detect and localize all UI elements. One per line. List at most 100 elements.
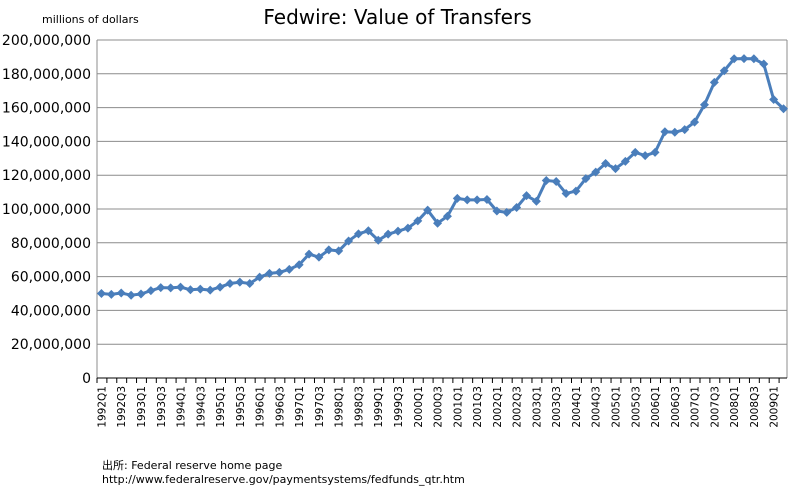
y-tick-label: 140,000,000 [2,134,91,150]
y-tick-label: 0 [82,371,91,387]
data-point [531,196,541,206]
data-point [591,167,601,177]
data-point [176,282,186,292]
data-point [581,174,591,184]
data-point [699,100,709,110]
x-tick-label: 1997Q3 [314,386,326,428]
data-point [324,245,334,255]
data-point [452,193,462,203]
data-point [660,127,670,137]
data-point [472,195,482,205]
x-tick-label: 1994Q1 [176,386,188,428]
data-point [334,246,344,256]
x-tick-label: 1993Q1 [136,386,148,428]
data-point [779,104,789,114]
data-point [96,289,106,298]
data-point [462,195,472,205]
x-tick-label: 1999Q3 [393,386,405,428]
x-tick-label: 1999Q1 [373,386,385,428]
x-tick-label: 1995Q1 [215,386,227,428]
data-point [284,264,294,274]
y-tick-label: 80,000,000 [11,236,91,252]
y-tick-label: 200,000,000 [2,33,91,49]
data-point [423,205,433,215]
data-point [353,229,363,239]
data-point [749,54,759,64]
x-tick-label: 1993Q3 [156,386,168,428]
x-tick-label: 2001Q1 [452,386,464,428]
source-url: http://www.federalreserve.gov/paymentsys… [102,473,465,486]
data-point [670,127,680,137]
data-point [502,207,512,217]
y-axis-unit-label: millions of dollars [42,13,139,26]
data-point [551,176,561,186]
data-point [373,235,383,245]
x-tick-label: 2006Q1 [650,386,662,428]
data-point [393,226,403,236]
data-point [403,223,413,233]
x-tick-label: 2008Q3 [749,386,761,428]
x-tick-label: 2006Q3 [670,386,682,428]
data-point [156,283,166,293]
data-point [215,282,225,292]
data-point [126,290,136,300]
data-point [492,206,502,216]
x-tick-label: 2001Q3 [472,386,484,428]
data-point [255,272,265,282]
x-tick-label: 1997Q1 [294,386,306,428]
y-tick-label: 120,000,000 [2,168,91,184]
y-tick-label: 60,000,000 [11,270,91,286]
data-point [601,159,611,169]
data-point [314,252,324,262]
data-point [541,175,551,185]
x-tick-label: 2002Q3 [512,386,524,428]
data-point [630,147,640,157]
data-point [294,260,304,270]
source-note: 出所: Federal reserve home page [102,459,283,472]
data-point [739,54,749,64]
x-tick-label: 2003Q1 [531,386,543,428]
x-tick-label: 1992Q3 [116,386,128,428]
x-tick-label: 2004Q1 [571,386,583,428]
series-line [101,57,785,297]
data-point [413,216,423,226]
data-point [759,59,769,69]
x-tick-label: 2003Q3 [551,386,563,428]
data-point [571,186,581,196]
x-tick-label: 2007Q1 [690,386,702,428]
x-tick-label: 2008Q1 [729,386,741,428]
data-point [265,268,274,278]
data-point [363,226,373,236]
y-tick-label: 40,000,000 [11,303,91,319]
x-tick-label: 2009Q1 [769,386,781,428]
data-point [482,195,492,205]
data-point [235,277,245,287]
data-point [245,279,255,289]
data-point [512,202,522,212]
data-point [522,191,532,201]
data-point [116,288,126,298]
x-tick-label: 1995Q3 [235,386,247,428]
y-tick-label: 180,000,000 [2,67,91,83]
data-point [640,151,650,161]
y-tick-label: 20,000,000 [11,337,91,353]
data-point [729,54,739,64]
y-tick-label: 160,000,000 [2,101,91,117]
x-tick-label: 1992Q1 [96,386,108,428]
x-tick-label: 2000Q1 [413,386,425,428]
data-point [433,218,443,228]
data-point [136,289,146,299]
x-tick-label: 1996Q1 [255,386,267,428]
x-tick-label: 1996Q3 [274,386,286,428]
x-tick-label: 2004Q3 [591,386,603,428]
chart-title: Fedwire: Value of Transfers [263,5,532,29]
data-point [709,77,719,87]
data-point [106,289,116,299]
x-tick-label: 2005Q3 [630,386,642,428]
x-tick-label: 1998Q3 [353,386,365,428]
x-tick-label: 2007Q3 [709,386,721,428]
data-point [344,236,354,246]
x-tick-label: 1994Q3 [195,386,207,428]
